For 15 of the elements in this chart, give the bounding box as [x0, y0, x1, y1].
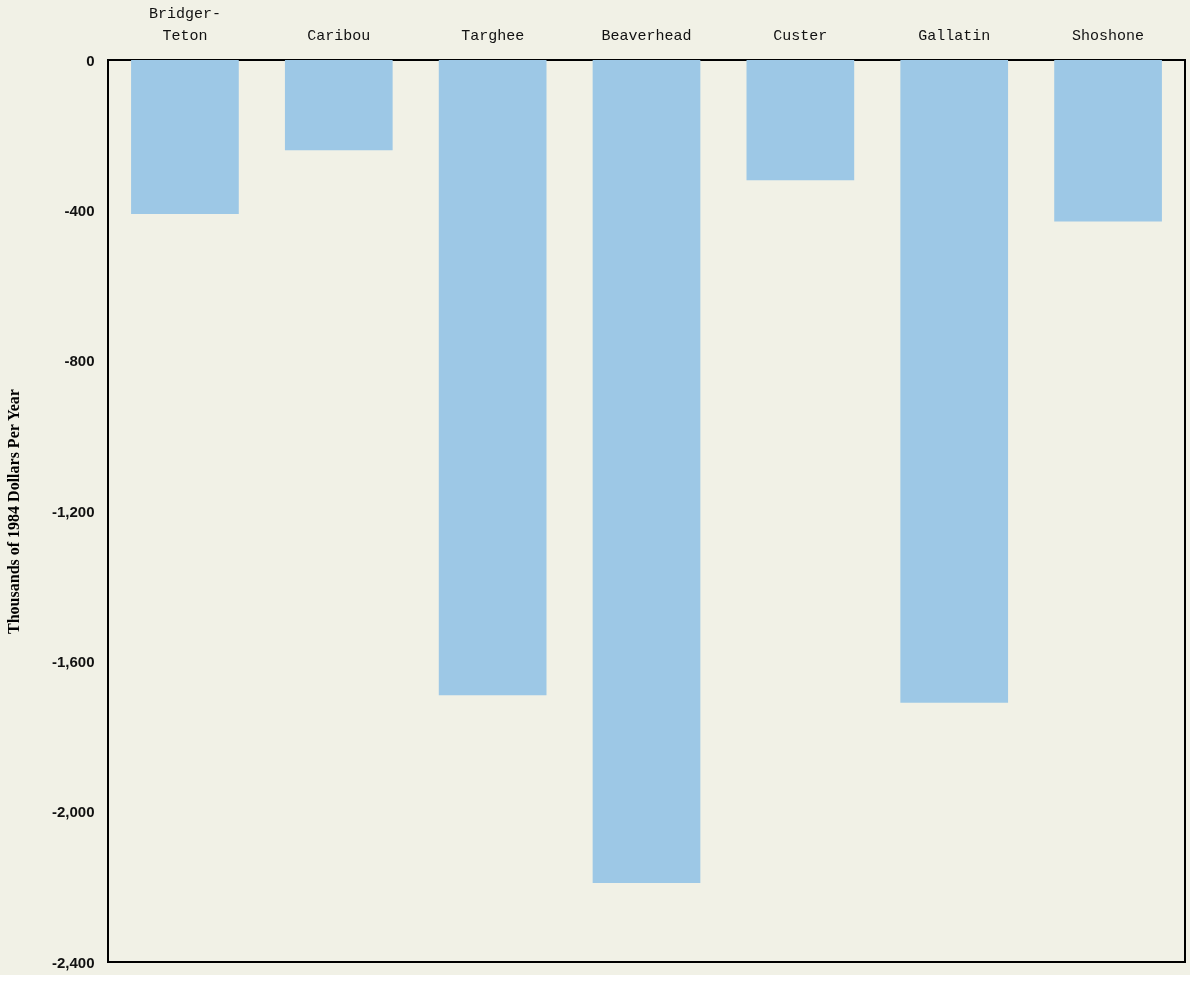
x-tick-label: Gallatin	[918, 27, 991, 45]
y-tick-label: -1,200	[51, 502, 95, 520]
y-axis-title: Thousands of 1984 Dollars Per Year	[4, 389, 22, 634]
y-tick-label: -2,000	[51, 803, 95, 821]
y-tick-label: 0	[86, 51, 95, 69]
y-tick-label: -400	[64, 201, 95, 219]
y-tick-label: -2,400	[51, 953, 95, 971]
y-tick-label: -1,600	[51, 652, 95, 670]
x-tick-label: Targhee	[461, 27, 525, 45]
x-tick-label: Caribou	[307, 27, 371, 45]
x-tick-label: Shoshone	[1072, 27, 1145, 45]
x-tick-label: Beaverhead	[601, 27, 692, 45]
y-tick-label: -800	[64, 352, 95, 370]
x-tick-label: Custer	[773, 27, 828, 45]
x-tick-label: Bridger-Teton	[148, 5, 221, 45]
